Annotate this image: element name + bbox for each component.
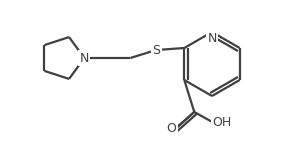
Text: N: N [80, 52, 89, 64]
Text: N: N [207, 32, 217, 45]
Text: OH: OH [212, 116, 232, 128]
Text: S: S [152, 43, 160, 57]
Text: O: O [166, 121, 176, 135]
